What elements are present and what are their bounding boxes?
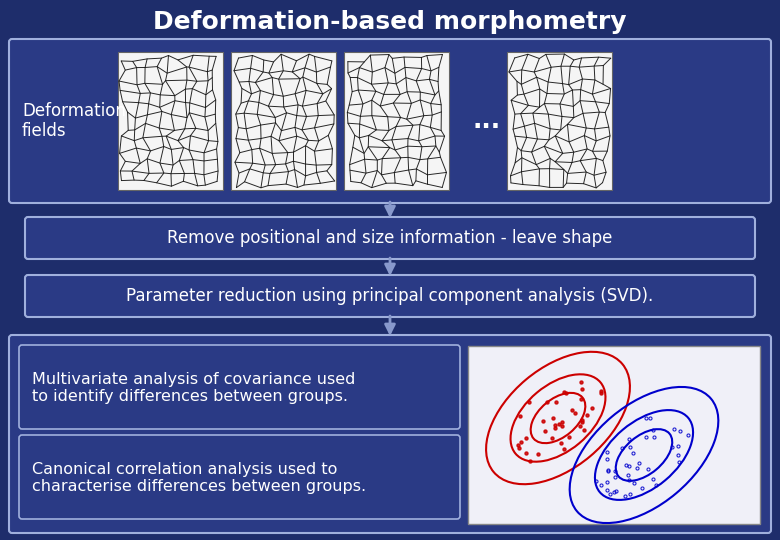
Text: Parameter reduction using principal component analysis (SVD).: Parameter reduction using principal comp…	[126, 287, 654, 305]
FancyBboxPatch shape	[344, 52, 449, 190]
FancyBboxPatch shape	[9, 39, 771, 203]
FancyBboxPatch shape	[19, 345, 460, 429]
Text: Deformation-based morphometry: Deformation-based morphometry	[153, 10, 627, 34]
FancyBboxPatch shape	[468, 346, 760, 524]
FancyBboxPatch shape	[25, 217, 755, 259]
Text: ...: ...	[473, 109, 501, 133]
Text: Remove positional and size information - leave shape: Remove positional and size information -…	[168, 229, 612, 247]
FancyBboxPatch shape	[118, 52, 223, 190]
FancyBboxPatch shape	[231, 52, 336, 190]
FancyBboxPatch shape	[507, 52, 612, 190]
Text: Multivariate analysis of covariance used
to identify differences between groups.: Multivariate analysis of covariance used…	[32, 372, 356, 404]
FancyBboxPatch shape	[25, 275, 755, 317]
Text: Deformation
fields: Deformation fields	[22, 102, 126, 140]
Text: Canonical correlation analysis used to
characterise differences between groups.: Canonical correlation analysis used to c…	[32, 462, 366, 494]
FancyBboxPatch shape	[19, 435, 460, 519]
FancyBboxPatch shape	[9, 335, 771, 533]
